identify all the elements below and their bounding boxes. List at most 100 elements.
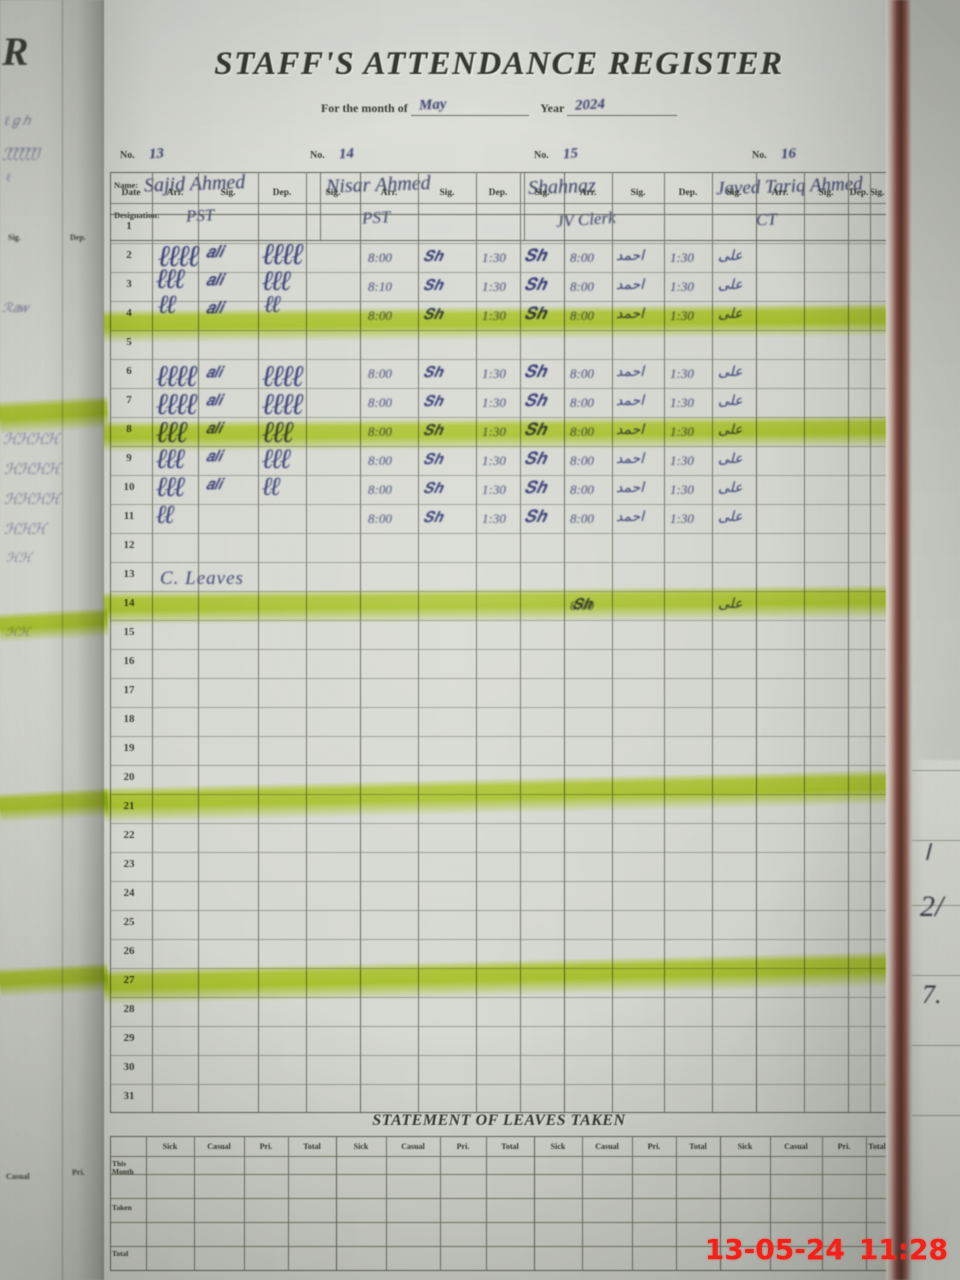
month-value: May [418, 96, 447, 114]
entry-s4-arr-6: 8:00 [570, 366, 594, 381]
col-header-s1-sig: Sig. [220, 188, 236, 198]
entry-s3-dep-3: 1:30 [482, 279, 506, 294]
year-field[interactable]: 2024 [567, 96, 678, 116]
entry-s4-dep-2: 1:30 [670, 250, 694, 265]
col-header-s3-dep: Dep. [678, 188, 698, 198]
stmt-hdr-4-sick: Sick [737, 1142, 753, 1151]
date-cell-4: 4 [126, 307, 132, 319]
date-cell-25: 25 [123, 916, 135, 928]
stmt-hdr-1-total: Total [303, 1142, 321, 1151]
entry-s4-arr-9: 8:00 [570, 453, 594, 468]
col-header-s1-dep: Dep. [272, 188, 292, 198]
date-cell-26: 26 [123, 945, 135, 957]
stmt-hdr-1-sick: Sick [162, 1142, 178, 1151]
col-header-s3-sig: Sig. [630, 188, 646, 198]
main-register-page: STAFF'S ATTENDANCE REGISTER For the mont… [104, 0, 894, 1280]
date-cell-20: 20 [123, 771, 135, 783]
month-year-line: For the month of May Year 2024 [104, 96, 894, 116]
entry-s4-dep-4: 1:30 [670, 308, 694, 323]
col-header-s4-arr: Arr. [771, 188, 789, 198]
entry-s4-arr-3: 8:00 [570, 279, 594, 294]
date-cell-19: 19 [123, 742, 135, 754]
entry-s3-dep-8: 1:30 [482, 424, 506, 439]
stmt-hdr-3-total: Total [689, 1142, 707, 1151]
date-cell-22: 22 [123, 829, 135, 841]
entry-s4-arr-10: 8:00 [570, 482, 594, 497]
entry-s3-dep-9: 1:30 [482, 453, 506, 468]
leave-note: C. Leaves [160, 568, 244, 589]
page-title: STAFF'S ATTENDANCE REGISTER [214, 46, 784, 82]
date-cell-15: 15 [123, 626, 135, 638]
stmt-hdr-4-casual: Casual [784, 1142, 808, 1151]
stmt-hdr-1-casual: Casual [207, 1142, 231, 1151]
date-cell-27: 27 [123, 974, 135, 986]
date-cell-2: 2 [126, 249, 132, 261]
entry-s4-dep-7: 1:30 [670, 395, 694, 410]
stmt-hdr-1-pri: Pri. [259, 1142, 273, 1151]
stmt-hdr-2-pri: Pri. [456, 1142, 470, 1151]
entry-s3-dep-2: 1:30 [482, 250, 506, 265]
entry-s3-arr-3: 8:10 [368, 279, 392, 294]
month-label: For the month of [320, 101, 408, 115]
staff-no-4: No. 16 [752, 145, 797, 163]
entry-s3-arr-4: 8:00 [368, 308, 392, 323]
stmt-hdr-2-sick: Sick [353, 1142, 369, 1151]
date-cell-31: 31 [123, 1090, 135, 1102]
col-header-s4-sig: Sig. [818, 188, 834, 198]
staff-no-4-value: 16 [780, 145, 797, 163]
staff-no-3-value: 15 [562, 145, 579, 163]
entry-s3-dep-11: 1:30 [482, 511, 506, 526]
month-field[interactable]: May [410, 96, 529, 116]
left-page-stmt-casual: Casual [6, 1172, 30, 1181]
attendance-grid: Date Arr. Sig. Dep. Sig. Arr. Sig. Dep. … [110, 172, 888, 1114]
left-page-stmt-pri: Pri. [72, 1168, 85, 1177]
date-cell-28: 28 [123, 1003, 135, 1015]
entry-s4-dep-8: 1:30 [670, 424, 694, 439]
col-header-s2-sig: Sig. [439, 188, 455, 198]
stmt-hdr-3-casual: Casual [595, 1142, 619, 1151]
left-page-title-fragment: R [2, 29, 29, 74]
staff-no-3: No. 15 [534, 145, 579, 163]
facing-page-ink-2: 2/ [920, 890, 944, 923]
stmt-hdr-4-total: Total [868, 1142, 886, 1151]
timestamp-date: 13-05-24 [704, 1233, 845, 1266]
date-cell-12: 12 [123, 539, 135, 551]
entry-s4-arr-4: 8:00 [570, 308, 594, 323]
date-cell-30: 30 [123, 1061, 135, 1073]
entry-s3-arr-11: 8:00 [368, 511, 392, 526]
col-header-date: Date [121, 188, 141, 198]
date-cell-29: 29 [123, 1032, 135, 1044]
entry-s4-arr-7: 8:00 [570, 395, 594, 410]
col-header-s3-sig2: Sig. [726, 188, 742, 198]
entry-s4-arr-8: 8:00 [570, 424, 594, 439]
stmt-row-label-taken: Taken [112, 1203, 132, 1212]
stmt-hdr-2-casual: Casual [401, 1142, 425, 1151]
staff-no-1-value: 13 [148, 145, 165, 163]
col-header-s1-sig2: Sig. [325, 188, 341, 198]
date-cell-9: 9 [126, 452, 132, 464]
date-cell-16: 16 [123, 655, 135, 667]
date-cell-1: 1 [126, 220, 132, 232]
date-cell-10: 10 [123, 481, 135, 493]
stmt-row-label-this-month: This Month [112, 1159, 134, 1176]
entry-s4-dep-11: 1:30 [670, 511, 694, 526]
staff-no-2-value: 14 [338, 145, 355, 163]
date-cell-18: 18 [123, 713, 135, 725]
statement-title: STATEMENT OF LEAVES TAKEN [372, 1112, 626, 1129]
facing-page-ink-3: 7. [922, 980, 942, 1009]
date-cell-8: 8 [126, 423, 132, 435]
entry-s3-dep-6: 1:30 [482, 366, 506, 381]
timestamp-time: 11:28 [858, 1233, 948, 1266]
facing-page-top [908, 0, 960, 760]
entry-s3-dep-7: 1:30 [482, 395, 506, 410]
entry-s4-arr-11: 8:00 [570, 511, 594, 526]
date-cell-13: 13 [123, 568, 135, 580]
staff-no-2: No. 14 [310, 145, 355, 163]
date-cell-21: 21 [123, 800, 135, 812]
entry-s4-dep-6: 1:30 [670, 366, 694, 381]
left-page-label-sig: Sig. [8, 233, 21, 242]
staff-number-row: No. 13 No. 14 No. 15 No. 16 [104, 145, 894, 166]
date-cell-24: 24 [123, 887, 135, 899]
left-page-label-dep: Dep. [70, 233, 86, 242]
